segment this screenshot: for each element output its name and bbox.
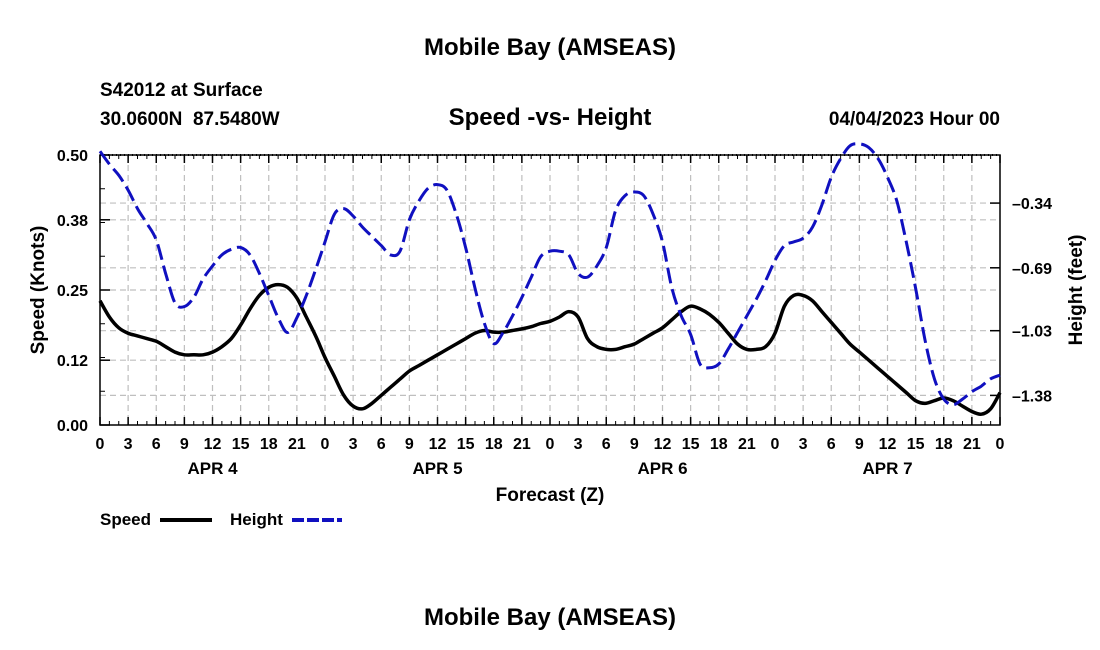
x-tick-label: 3 — [799, 436, 808, 453]
x-tick-label: 18 — [485, 436, 503, 453]
x-tick-label: 9 — [630, 436, 639, 453]
y-tick-label-left: 0.50 — [57, 148, 88, 165]
x-tick-label: 0 — [771, 436, 780, 453]
chart-subtitle: Speed -vs- Height — [449, 104, 652, 131]
x-tick-label: 12 — [204, 436, 222, 453]
day-label: APR 5 — [412, 459, 462, 478]
day-label: APR 6 — [637, 459, 687, 478]
y-tick-label-right: –0.34 — [1012, 196, 1052, 213]
y-tick-label-right: –1.03 — [1012, 324, 1052, 341]
forecast-date-label: 04/04/2023 Hour 00 — [829, 109, 1000, 130]
x-tick-label: 9 — [855, 436, 864, 453]
legend: Speed Height — [100, 510, 342, 529]
plot-frame — [99, 154, 1001, 426]
x-tick-label: 12 — [879, 436, 897, 453]
x-tick-label: 0 — [96, 436, 105, 453]
plot-axes: 0 3 6 9 12 15 18 21 0 3 6 9 12 15 18 21 0 3 6 9 12 15 18 21 0 3 6 9… — [57, 148, 1052, 478]
y-tick-label-left: 0.25 — [57, 283, 88, 300]
y-tick-label-left: 0.38 — [57, 213, 88, 230]
y-tick-label-right: –1.38 — [1012, 388, 1052, 405]
x-tick-label: 18 — [935, 436, 953, 453]
legend-label-height: Height — [230, 510, 283, 529]
x-tick-label: 21 — [288, 436, 306, 453]
y-tick-label-left: 0.00 — [57, 418, 88, 435]
series-lines — [98, 142, 1002, 417]
x-tick-label: 18 — [260, 436, 278, 453]
chart-main-title: Mobile Bay (AMSEAS) — [424, 34, 676, 61]
x-tick-label: 3 — [574, 436, 583, 453]
y-axis-title-right: Height (feet) — [1066, 235, 1087, 346]
grid-lines — [100, 155, 1000, 425]
x-tick-label: 9 — [405, 436, 414, 453]
x-tick-label: 18 — [710, 436, 728, 453]
x-tick-label: 21 — [738, 436, 756, 453]
station-label: S42012 at Surface — [100, 80, 263, 101]
x-tick-label: 3 — [124, 436, 133, 453]
x-tick-label: 0 — [546, 436, 555, 453]
y-tick-label-right: –0.69 — [1012, 261, 1052, 278]
x-tick-label: 9 — [180, 436, 189, 453]
x-tick-label: 6 — [827, 436, 836, 453]
y-tick-label-left: 0.12 — [57, 353, 88, 370]
x-tick-label: 6 — [377, 436, 386, 453]
x-tick-label: 0 — [321, 436, 330, 453]
x-tick-label: 15 — [232, 436, 250, 453]
x-tick-label: 21 — [963, 436, 981, 453]
footer-title: Mobile Bay (AMSEAS) — [424, 604, 676, 631]
x-tick-label: 21 — [513, 436, 531, 453]
x-axis-title: Forecast (Z) — [496, 485, 605, 506]
x-tick-label: 6 — [152, 436, 161, 453]
x-tick-label: 15 — [682, 436, 700, 453]
x-tick-label: 6 — [602, 436, 611, 453]
x-tick-label: 3 — [349, 436, 358, 453]
x-tick-label: 12 — [654, 436, 672, 453]
x-tick-label: 15 — [457, 436, 475, 453]
series-line-height — [98, 142, 1001, 407]
coordinates-label: 30.0600N 87.5480W — [100, 109, 280, 130]
x-tick-label: 0 — [996, 436, 1005, 453]
y-axis-title-left: Speed (Knots) — [28, 226, 49, 355]
legend-label-speed: Speed — [100, 510, 151, 529]
x-tick-label: 15 — [907, 436, 925, 453]
day-label: APR 7 — [862, 459, 912, 478]
day-label: APR 4 — [187, 459, 238, 478]
series-line-speed — [98, 282, 1002, 417]
x-tick-label: 12 — [429, 436, 447, 453]
